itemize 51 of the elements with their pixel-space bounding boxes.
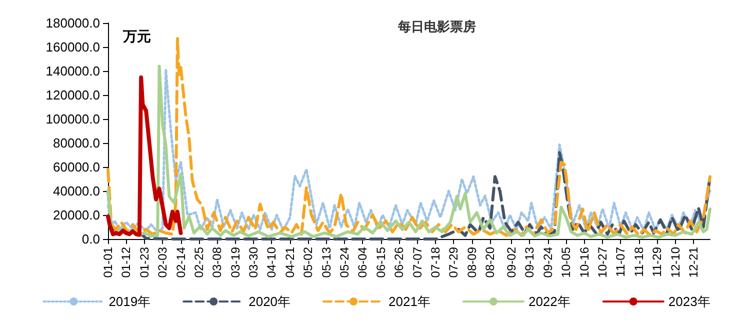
x-tick-label: 02-03 (156, 246, 170, 278)
x-tick-label: 01-23 (137, 246, 152, 278)
x-tick-label: 09-02 (504, 246, 519, 278)
x-tick-label: 12-10 (668, 246, 682, 278)
x-tick-label: 07-07 (410, 246, 424, 278)
legend-label: 2021年 (388, 294, 430, 309)
x-tick-label: 06-04 (356, 246, 370, 278)
y-tick-label: 80000.0 (53, 136, 100, 150)
x-tick-label: 01-12 (119, 246, 134, 278)
y-tick-label: 180000.0 (46, 16, 100, 30)
x-tick-label: 09-24 (540, 246, 555, 278)
y-tick-label: 0.0 (82, 232, 100, 246)
y-tick-label: 40000.0 (53, 184, 100, 198)
chart-title: 每日电影票房 (397, 19, 476, 35)
x-tick-label: 04-21 (282, 246, 297, 278)
legend-label: 2023年 (668, 294, 710, 309)
x-tick-label: 10-05 (559, 246, 574, 278)
line-series (106, 75, 183, 237)
x-tick-label: 05-02 (301, 246, 316, 278)
y-axis-title: 万元 (122, 29, 151, 45)
x-tick-label: 10-16 (577, 246, 592, 278)
x-tick-label: 06-15 (374, 246, 388, 278)
y-tick-label: 160000.0 (46, 40, 100, 54)
legend-label: 2019年 (108, 294, 151, 309)
x-tick-label: 07-29 (446, 246, 461, 278)
x-tick-label: 07-18 (428, 246, 442, 278)
x-tick-label: 05-24 (338, 246, 352, 278)
x-tick-label: 01-01 (101, 246, 115, 278)
x-tick-label: 11-07 (614, 246, 628, 277)
x-tick-label: 10-27 (596, 246, 610, 278)
x-tick-label: 08-09 (464, 246, 479, 278)
x-tick-label: 03-19 (228, 246, 242, 278)
legend-label: 2022年 (528, 294, 570, 309)
y-tick-label: 100000.0 (46, 112, 100, 126)
x-tick-label: 04-10 (264, 246, 279, 278)
x-tick-label: 03-30 (246, 246, 261, 278)
x-tick-label: 12-21 (686, 246, 700, 278)
y-tick-label: 60000.0 (53, 160, 100, 174)
x-tick-label: 08-20 (483, 246, 498, 278)
x-tick-label: 11-18 (632, 246, 646, 277)
x-tick-label: 06-26 (392, 246, 406, 278)
x-tick-label: 05-13 (319, 246, 334, 278)
x-tick-label: 02-14 (174, 246, 188, 278)
y-tick-label: 20000.0 (53, 208, 100, 222)
x-tick-label: 11-29 (650, 246, 664, 277)
y-tick-label: 140000.0 (46, 64, 100, 78)
x-tick-label: 03-08 (210, 246, 224, 278)
x-tick-label: 02-25 (192, 246, 206, 278)
y-tick-label: 120000.0 (46, 88, 100, 102)
x-tick-label: 09-13 (522, 246, 537, 278)
legend-label: 2020年 (248, 294, 291, 309)
